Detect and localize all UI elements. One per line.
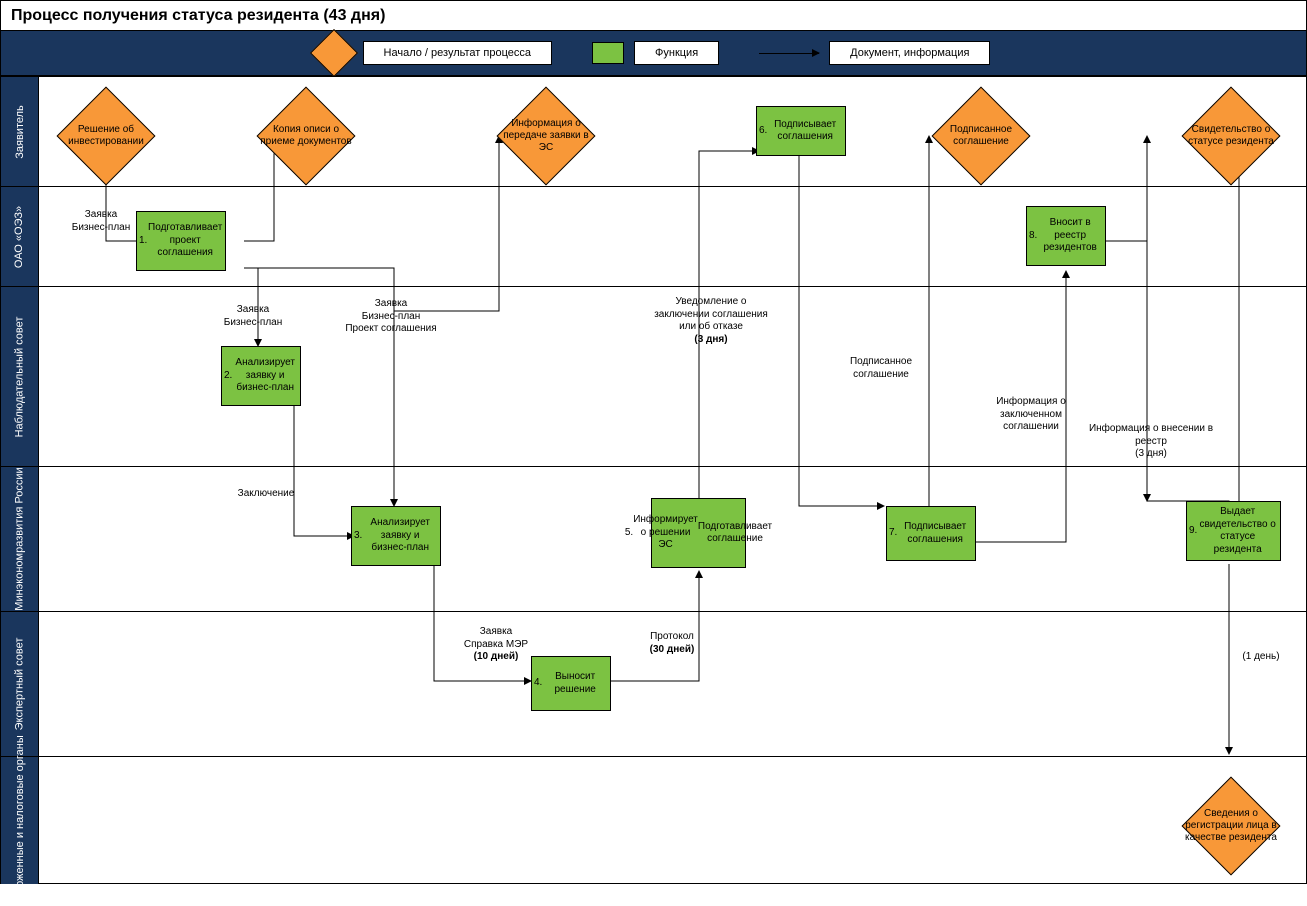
edge-label-10: (1 день) [1231, 651, 1291, 664]
lane-label-text: ОАО «ОЭЗ» [14, 205, 26, 267]
function-f2: 2.Анализирует заявку и бизнес-план [221, 346, 301, 406]
diamond-text-d2: Копия описи о приеме документов [257, 87, 356, 186]
legend-document: Документ, информация [759, 41, 990, 65]
function-f8: 8.Вносит в реестр резидентов [1026, 206, 1106, 266]
legend-start-result: Начало / результат процесса [317, 36, 552, 70]
diamond-icon [310, 29, 358, 77]
edge-label-1: ЗаявкаБизнес-план [213, 304, 293, 329]
function-f4: 4.Выносит решение [531, 656, 611, 711]
lane-label-text: Экспертный совет [14, 638, 26, 731]
lane-area-oez [39, 186, 1306, 286]
lane-label-customs: Таможенные и налоговые органы [1, 756, 39, 884]
edge-label-8: Информация о заключенном соглашении [971, 396, 1091, 434]
function-f6: 6.Подписывает соглашения [756, 106, 846, 156]
diagram-title: Процесс получения статуса резидента (43 … [1, 1, 1306, 31]
lane-label-supboard: Наблюдательный совет [1, 286, 39, 466]
lane-label-text: Таможенные и налоговые органы [14, 735, 26, 906]
legend-start-result-label: Начало / результат процесса [363, 41, 552, 65]
edge-label-0: ЗаявкаБизнес-план [61, 209, 141, 234]
lane-label-text: Минэкономразвития России [14, 467, 26, 610]
diamond-text-d6: Свидетельство о статусе резидента [1182, 87, 1281, 186]
edge-label-4: ЗаявкаСправка МЭР(10 дней) [446, 626, 546, 664]
lane-label-mer: Минэкономразвития России [1, 466, 39, 611]
function-f3: 3.Анализирует заявку и бизнес-план [351, 506, 441, 566]
diamond-text-d5: Подписанное соглашение [932, 87, 1031, 186]
diamond-text-d7: Сведения о регистрации лица в качестве р… [1182, 777, 1281, 876]
lane-area-customs [39, 756, 1306, 884]
edge-label-3: Заключение [221, 488, 311, 501]
edge-label-9: Информация о внесении в реестр(3 дня) [1086, 423, 1216, 461]
function-f7: 7.Подписывает соглашения [886, 506, 976, 561]
swimlane-diagram: Процесс получения статуса резидента (43 … [0, 0, 1307, 884]
arrow-icon [759, 53, 819, 54]
lane-label-text: Наблюдательный совет [14, 316, 26, 437]
function-f9: 9.Выдает свидетельство о статусе резиден… [1186, 501, 1281, 561]
lane-label-applicant: Заявитель [1, 76, 39, 186]
edge-label-5: Протокол(30 дней) [627, 631, 717, 656]
lane-label-text: Заявитель [14, 105, 26, 159]
rect-icon [592, 42, 624, 64]
legend-bar: Начало / результат процесса Функция Доку… [1, 31, 1306, 76]
diamond-text-d3: Информация о передаче заявки в ЭС [497, 87, 596, 186]
edge-label-2: ЗаявкаБизнес-планПроект соглашения [331, 298, 451, 336]
diamond-text-d1: Решение об инвестировании [57, 87, 156, 186]
edge-label-7: Подписанное соглашение [831, 356, 931, 381]
function-f5: 5.Информирует о решении ЭСПодготавливает… [651, 498, 746, 568]
lane-label-oez: ОАО «ОЭЗ» [1, 186, 39, 286]
legend-document-label: Документ, информация [829, 41, 990, 65]
lane-area-applicant [39, 76, 1306, 186]
legend-function: Функция [592, 41, 719, 65]
function-f1: 1.Подготавливает проект соглашения [136, 211, 226, 271]
edge-label-6: Уведомление о заключении соглашения или … [651, 296, 771, 346]
legend-function-label: Функция [634, 41, 719, 65]
